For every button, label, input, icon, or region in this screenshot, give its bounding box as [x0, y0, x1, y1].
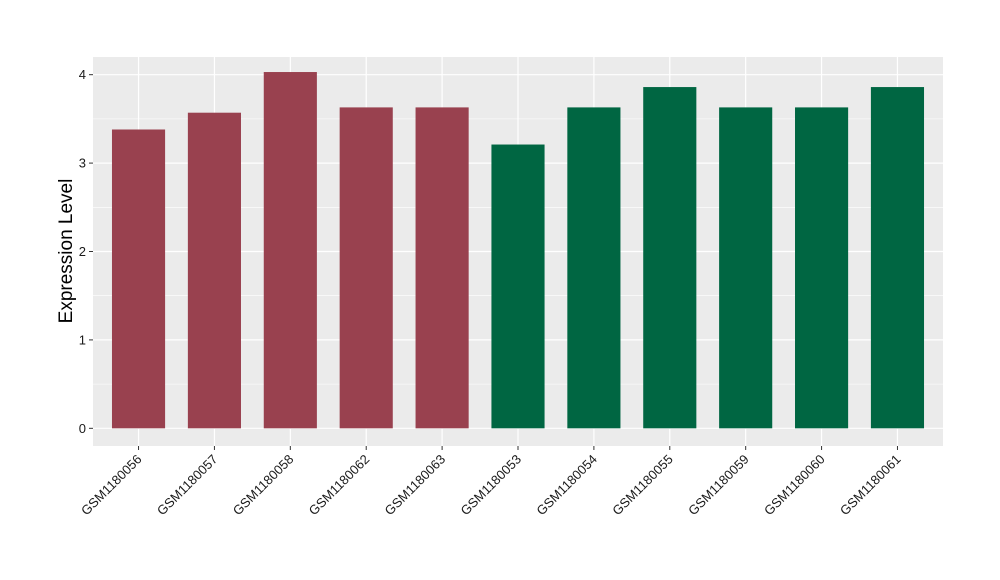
bars — [111, 72, 925, 429]
x-tick-label: GSM1180054 — [533, 452, 600, 519]
bar-GSM1180061 — [870, 87, 925, 429]
x-tick-label: GSM1180055 — [609, 452, 676, 519]
y-tick-label: 4 — [79, 67, 86, 82]
y-axis: 0 1 2 3 4 — [79, 67, 93, 436]
bar-GSM1180058 — [263, 72, 317, 429]
x-tick-label: GSM1180060 — [761, 452, 828, 519]
x-tick-label: GSM1180059 — [685, 452, 752, 519]
x-tick-label: GSM1180058 — [230, 452, 297, 519]
y-tick-label: 0 — [79, 421, 86, 436]
y-tick-label: 1 — [79, 332, 86, 347]
x-tick-label: GSM1180062 — [306, 452, 373, 519]
bar-GSM1180057 — [187, 112, 241, 429]
bar-GSM1180053 — [491, 144, 545, 429]
x-tick-label: GSM1180061 — [837, 452, 904, 519]
bar-GSM1180063 — [415, 107, 469, 429]
y-axis-title: Expression Level — [56, 179, 77, 324]
bar-GSM1180060 — [795, 107, 849, 429]
x-tick-label: GSM1180053 — [457, 452, 524, 519]
bar-GSM1180054 — [567, 107, 621, 429]
bar-GSM1180059 — [719, 107, 773, 429]
bar-GSM1180055 — [643, 87, 697, 429]
bar-GSM1180056 — [111, 129, 166, 429]
y-tick-label: 3 — [79, 156, 86, 171]
y-tick-label: 2 — [79, 244, 86, 259]
x-tick-label: GSM1180056 — [78, 452, 145, 519]
bar-GSM1180062 — [339, 107, 393, 429]
x-tick-label: GSM1180063 — [382, 452, 449, 519]
x-axis: GSM1180056 GSM1180057 GSM1180058 GSM1180062… — [78, 446, 904, 518]
x-tick-label: GSM1180057 — [154, 452, 221, 519]
